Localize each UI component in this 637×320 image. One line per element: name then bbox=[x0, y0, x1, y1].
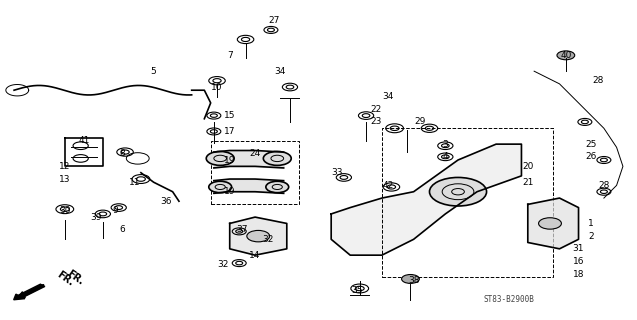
Circle shape bbox=[429, 178, 487, 206]
Polygon shape bbox=[331, 144, 522, 255]
Text: 37: 37 bbox=[236, 225, 248, 234]
Polygon shape bbox=[230, 217, 287, 255]
Text: 36: 36 bbox=[161, 197, 172, 206]
Text: 32: 32 bbox=[218, 260, 229, 269]
Circle shape bbox=[206, 151, 234, 165]
Text: 32: 32 bbox=[262, 235, 273, 244]
Text: 31: 31 bbox=[573, 244, 584, 253]
Text: ST83-B2900B: ST83-B2900B bbox=[483, 295, 534, 304]
Text: 7: 7 bbox=[227, 51, 233, 60]
Text: 12: 12 bbox=[59, 162, 71, 171]
Text: 16: 16 bbox=[573, 257, 584, 266]
Text: 33: 33 bbox=[332, 168, 343, 177]
Text: 11: 11 bbox=[129, 178, 140, 187]
Circle shape bbox=[266, 181, 289, 193]
Text: 15: 15 bbox=[224, 111, 236, 120]
Text: 13: 13 bbox=[59, 174, 71, 184]
Text: 23: 23 bbox=[370, 117, 382, 126]
Text: 26: 26 bbox=[585, 152, 597, 161]
Circle shape bbox=[557, 51, 575, 60]
Text: 29: 29 bbox=[414, 117, 426, 126]
Text: 28: 28 bbox=[598, 181, 610, 190]
Text: 19: 19 bbox=[224, 156, 236, 164]
Text: 4: 4 bbox=[443, 152, 448, 161]
Circle shape bbox=[209, 181, 232, 193]
Text: 9: 9 bbox=[113, 206, 118, 215]
Circle shape bbox=[538, 218, 561, 229]
Text: 20: 20 bbox=[522, 162, 533, 171]
Text: FR.: FR. bbox=[55, 270, 76, 288]
Text: 24: 24 bbox=[250, 149, 261, 158]
Text: 35: 35 bbox=[351, 285, 362, 295]
FancyArrow shape bbox=[13, 284, 45, 300]
Text: 5: 5 bbox=[151, 67, 157, 76]
Text: 25: 25 bbox=[585, 140, 597, 148]
Text: 40: 40 bbox=[560, 51, 571, 60]
Text: 41: 41 bbox=[78, 136, 90, 146]
Text: 6: 6 bbox=[119, 225, 125, 234]
Circle shape bbox=[247, 230, 269, 242]
Text: 39: 39 bbox=[90, 212, 103, 222]
Text: 17: 17 bbox=[224, 127, 236, 136]
Circle shape bbox=[401, 275, 419, 284]
Text: 21: 21 bbox=[522, 178, 533, 187]
Text: 27: 27 bbox=[268, 16, 280, 25]
Text: 30: 30 bbox=[59, 206, 71, 215]
Text: 38: 38 bbox=[408, 276, 419, 285]
Text: 34: 34 bbox=[275, 67, 286, 76]
Text: 42: 42 bbox=[383, 181, 394, 190]
Text: FR.: FR. bbox=[65, 268, 85, 287]
Text: 1: 1 bbox=[589, 219, 594, 228]
Text: 34: 34 bbox=[383, 92, 394, 101]
Text: 14: 14 bbox=[250, 251, 261, 260]
Circle shape bbox=[263, 151, 291, 165]
Text: 18: 18 bbox=[573, 270, 584, 279]
Polygon shape bbox=[528, 198, 578, 249]
Text: 19: 19 bbox=[224, 187, 236, 196]
Bar bbox=[382, 128, 553, 277]
Text: 2: 2 bbox=[589, 232, 594, 241]
Bar bbox=[211, 141, 299, 204]
Text: 8: 8 bbox=[119, 149, 125, 158]
Text: 28: 28 bbox=[592, 76, 603, 85]
Text: 10: 10 bbox=[211, 83, 223, 92]
Text: 22: 22 bbox=[370, 105, 381, 114]
Text: 3: 3 bbox=[443, 140, 448, 148]
